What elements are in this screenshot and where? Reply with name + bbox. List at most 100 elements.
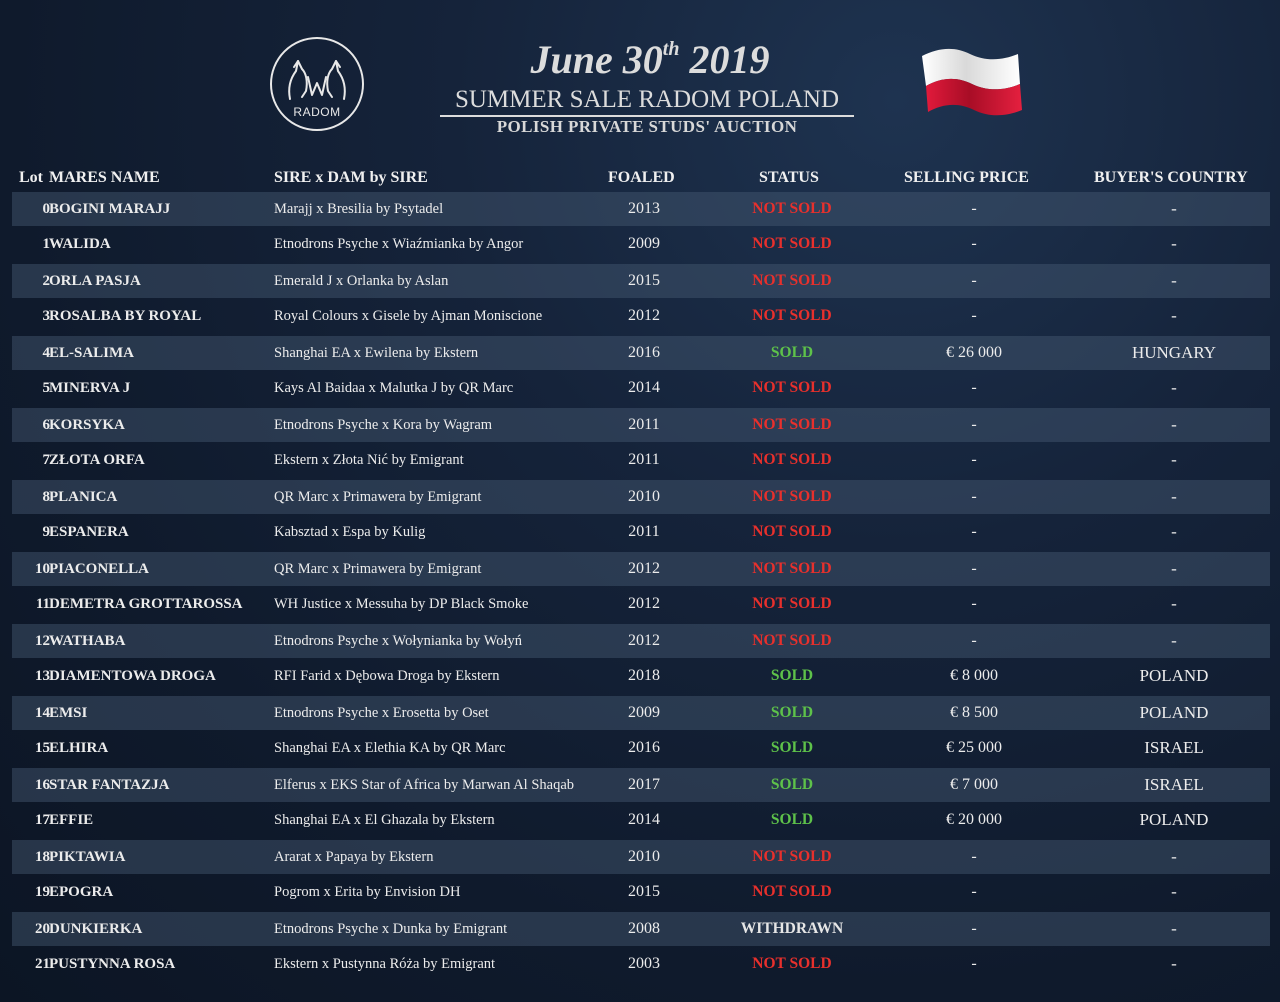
mare-name: ESPANERA — [49, 524, 129, 540]
mare-name: EFFIE — [49, 812, 94, 828]
status-label: WITHDRAWN — [740, 920, 844, 937]
lot-number: 0 — [42, 201, 51, 217]
buyer-country: - — [1171, 306, 1177, 325]
mare-name: ROSALBA BY ROYAL — [49, 308, 202, 324]
lot-number: 9 — [42, 524, 51, 540]
mare-name: BOGINI MARAJJ — [49, 201, 171, 217]
lot-number: 15 — [35, 740, 50, 756]
selling-price: - — [971, 560, 977, 577]
pedigree: Ararat x Papaya by Ekstern — [274, 849, 434, 865]
col-buyers-country: BUYER'S COUNTRY — [1094, 169, 1248, 186]
selling-price: - — [971, 307, 977, 324]
lot-number: 21 — [35, 956, 50, 972]
pedigree: Pogrom x Erita by Envision DH — [274, 884, 461, 900]
pedigree: Etnodrons Psyche x Wiaźmianka by Angor — [274, 236, 524, 252]
lot-number: 6 — [42, 417, 51, 433]
table-row: 15 ELHIRA Shanghai EA x Elethia KA by QR M… — [12, 731, 1270, 767]
status-label: NOT SOLD — [752, 272, 832, 289]
selling-price: - — [971, 955, 977, 972]
mare-name: PLANICA — [49, 489, 118, 505]
foaled-year: 2009 — [628, 235, 660, 252]
buyer-country: ISRAEL — [1144, 738, 1204, 757]
buyer-country: - — [1171, 882, 1177, 901]
foaled-year: 2010 — [628, 848, 660, 865]
lot-number: 5 — [42, 380, 51, 396]
mare-name: WALIDA — [49, 236, 111, 252]
table-row: 13 DIAMENTOWA DROGA RFI Farid x Dębowa Dro… — [12, 659, 1270, 695]
status-label: NOT SOLD — [752, 200, 832, 217]
mare-name: WATHABA — [49, 633, 126, 649]
lot-number: 1 — [42, 236, 51, 252]
table-header: Lot MARES NAME SIRE x DAM by SIRE FOALED… — [0, 169, 1280, 191]
selling-price: - — [971, 235, 977, 252]
selling-price: € 20 000 — [946, 811, 1002, 828]
pedigree: Etnodrons Psyche x Dunka by Emigrant — [274, 921, 508, 937]
mare-name: EPOGRA — [49, 884, 114, 900]
buyer-country: - — [1171, 559, 1177, 578]
status-label: NOT SOLD — [752, 595, 832, 612]
event-date: June 30th 2019 — [530, 37, 770, 82]
foaled-year: 2013 — [628, 200, 660, 217]
header: RADOM June 30th 2019 SUMMER SALE RADOM P… — [0, 0, 1280, 160]
mare-name: STAR FANTAZJA — [49, 777, 170, 793]
buyer-country: - — [1171, 847, 1177, 866]
lot-number: 18 — [35, 849, 50, 865]
selling-price: € 7 000 — [950, 776, 998, 793]
status-label: NOT SOLD — [752, 883, 832, 900]
selling-price: - — [971, 595, 977, 612]
table-row: 8 PLANICA QR Marc x Primawera by Emigrant 2… — [12, 480, 1270, 514]
pedigree: RFI Farid x Dębowa Droga by Ekstern — [274, 668, 500, 684]
pedigree: Etnodrons Psyche x Erosetta by Oset — [274, 705, 489, 721]
pedigree: Emerald J x Orlanka by Aslan — [274, 273, 449, 289]
buyer-country: - — [1171, 415, 1177, 434]
foaled-year: 2012 — [628, 632, 660, 649]
status-label: NOT SOLD — [752, 451, 832, 468]
mare-name: KORSYKA — [49, 417, 125, 433]
pedigree: QR Marc x Primawera by Emigrant — [274, 489, 482, 505]
status-label: SOLD — [770, 776, 814, 793]
mare-name: PIACONELLA — [49, 561, 150, 577]
buyer-country: - — [1171, 522, 1177, 541]
table-row: 9 ESPANERA Kabsztad x Espa by Kulig 2011 NOT… — [12, 515, 1270, 551]
status-label: NOT SOLD — [752, 523, 832, 540]
status-label: NOT SOLD — [752, 235, 832, 252]
buyer-country: - — [1171, 199, 1177, 218]
selling-price: - — [971, 488, 977, 505]
status-label: SOLD — [770, 811, 814, 828]
foaled-year: 2015 — [628, 272, 660, 289]
foaled-year: 2008 — [628, 920, 660, 937]
selling-price: - — [971, 523, 977, 540]
status-label: SOLD — [770, 704, 814, 721]
logo-text: RADOM — [293, 105, 341, 119]
lot-number: 13 — [35, 668, 50, 684]
pedigree: Shanghai EA x El Ghazala by Ekstern — [274, 812, 495, 828]
selling-price: - — [971, 416, 977, 433]
table-row: 14 EMSI Etnodrons Psyche x Erosetta by Ose… — [12, 696, 1270, 730]
lot-number: 7 — [42, 452, 51, 468]
foaled-year: 2012 — [628, 560, 660, 577]
foaled-year: 2012 — [628, 307, 660, 324]
buyer-country: - — [1171, 594, 1177, 613]
mare-name: DEMETRA GROTTAROSSA — [49, 596, 243, 612]
table-row: 3 ROSALBA BY ROYAL Royal Colours x Gisele … — [12, 299, 1270, 335]
mare-name: PIKTAWIA — [49, 849, 126, 865]
pedigree: Etnodrons Psyche x Wołynianka by Wołyń — [274, 633, 523, 649]
selling-price: - — [971, 848, 977, 865]
table-row: 18 PIKTAWIA Ararat x Papaya by Ekstern 2010… — [12, 840, 1270, 874]
buyer-country: ISRAEL — [1144, 775, 1204, 794]
table-row: 12 WATHABA Etnodrons Psyche x Wołynianka b… — [12, 624, 1270, 658]
status-label: NOT SOLD — [752, 307, 832, 324]
lot-number: 3 — [42, 308, 51, 324]
buyer-country: - — [1171, 450, 1177, 469]
table-row: 5 MINERVA J Kays Al Baidaa x Malutka J by … — [12, 371, 1270, 407]
page-subtitle: POLISH PRIVATE STUDS' AUCTION — [496, 117, 798, 136]
pedigree: Shanghai EA x Ewilena by Ekstern — [274, 345, 479, 361]
lot-number: 2 — [42, 273, 51, 289]
pedigree: Etnodrons Psyche x Kora by Wagram — [274, 417, 493, 433]
lot-number: 11 — [35, 596, 50, 612]
foaled-year: 2018 — [628, 667, 660, 684]
auction-table: 0 BOGINI MARAJJ Marajj x Bresilia by Psyta… — [12, 191, 1270, 983]
status-label: NOT SOLD — [752, 416, 832, 433]
lot-number: 4 — [42, 345, 51, 361]
foaled-year: 2016 — [628, 344, 660, 361]
